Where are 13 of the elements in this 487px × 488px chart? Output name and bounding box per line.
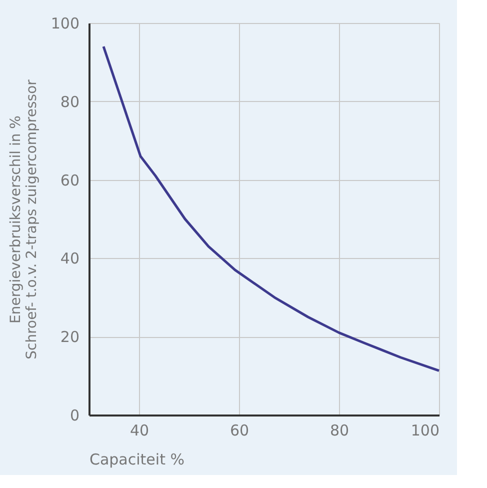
x-tick-label: 80: [330, 422, 350, 440]
x-tick-label: 60: [230, 422, 250, 440]
x-axis-title: Capaciteit %: [90, 450, 184, 468]
y-tick-label: 40: [60, 250, 80, 268]
y-tick-label: 0: [70, 406, 80, 424]
x-tick-label: 40: [130, 422, 150, 440]
x-tick-label: 100: [410, 422, 440, 440]
y-tick-label: 60: [60, 171, 80, 190]
y-tick-label: 20: [60, 328, 80, 346]
y-axis-title: Energieverbruiksverschil in % Schroef- t.o.v. 2-traps zuigercompressor: [8, 79, 40, 360]
y-tick-label: 100: [50, 14, 80, 32]
y-tick-label: 80: [60, 92, 80, 111]
line-series: [102, 45, 440, 372]
